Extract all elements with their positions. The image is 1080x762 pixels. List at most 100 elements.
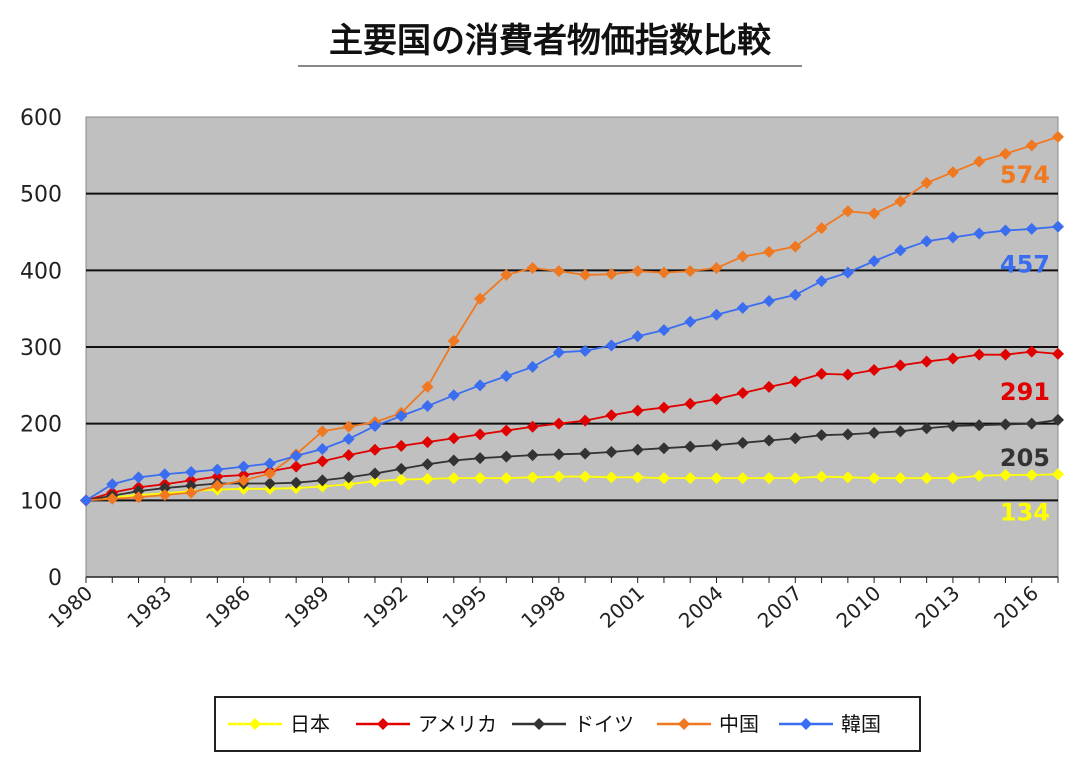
data-point — [237, 474, 250, 487]
x-tick-label: 1986 — [201, 581, 255, 633]
data-point — [710, 262, 723, 275]
data-point — [395, 439, 408, 452]
data-point — [894, 472, 907, 485]
data-point — [1025, 469, 1038, 482]
data-point — [316, 480, 329, 493]
chart-legend: 日本 アメリカ ドイツ 中国 韓国 — [214, 696, 921, 752]
data-point — [290, 476, 303, 489]
x-tick-label: 1995 — [438, 581, 492, 633]
data-point — [211, 479, 224, 492]
data-point — [973, 155, 986, 168]
data-point — [999, 348, 1012, 361]
data-point — [342, 433, 355, 445]
data-point — [421, 400, 434, 413]
data-point — [395, 462, 408, 475]
data-point — [368, 475, 381, 488]
x-tick-label: 2010 — [832, 581, 886, 633]
gridlines — [85, 192, 1059, 583]
legend-item: 中国 — [657, 712, 759, 736]
data-point — [1025, 417, 1038, 430]
legend-label: 韓国 — [841, 712, 881, 736]
data-point — [342, 471, 355, 484]
data-point — [657, 472, 670, 485]
data-point — [447, 472, 460, 485]
data-point — [763, 380, 776, 393]
data-point — [1025, 139, 1038, 152]
data-point — [868, 364, 881, 376]
x-axis-ticks: 1980 1983 1986 1989 1992 1995 1998 2001 2004 2007… — [43, 581, 1043, 633]
data-point — [999, 469, 1012, 482]
data-point — [158, 468, 171, 481]
data-point — [868, 207, 881, 220]
series-4 — [80, 220, 1064, 507]
data-point — [920, 472, 933, 485]
data-point — [710, 439, 723, 452]
x-tick-label: 2001 — [595, 581, 649, 633]
y-tick-label: 0 — [48, 566, 62, 591]
x-tick-label: 2004 — [674, 581, 728, 633]
data-point — [80, 494, 92, 507]
data-point — [552, 470, 565, 483]
data-point — [263, 477, 276, 490]
data-point — [474, 452, 487, 465]
legend-label: ドイツ — [574, 712, 634, 736]
data-point — [1025, 345, 1038, 358]
legend-item: 日本 — [228, 712, 330, 736]
data-point — [763, 295, 776, 307]
data-point — [1052, 220, 1064, 233]
data-point — [684, 397, 697, 410]
data-point — [106, 478, 119, 491]
data-point — [789, 288, 802, 301]
data-point — [841, 266, 854, 279]
series-lines — [80, 130, 1064, 507]
data-point — [946, 472, 959, 485]
data-point — [158, 488, 171, 501]
data-point — [185, 465, 198, 478]
data-point — [263, 457, 276, 470]
data-point — [579, 414, 592, 427]
legend-item: 韓国 — [779, 712, 881, 736]
data-point — [185, 486, 198, 499]
data-point — [316, 474, 329, 487]
data-point — [973, 469, 986, 482]
data-point — [368, 443, 381, 456]
data-point — [920, 176, 933, 189]
y-axis-ticks: 0 100 200 300 400 500 600 — [20, 106, 62, 591]
data-point — [789, 375, 802, 388]
data-point — [789, 472, 802, 485]
chart-title: 主要国の消費者物価指数比較 — [329, 21, 772, 61]
data-point — [789, 432, 802, 445]
data-point — [421, 458, 434, 471]
data-point — [1052, 130, 1064, 143]
data-point — [631, 265, 644, 278]
y-tick-label: 600 — [20, 106, 62, 131]
data-point — [684, 265, 697, 278]
legend-label: 中国 — [719, 712, 759, 736]
data-point — [290, 449, 303, 462]
data-point — [605, 339, 618, 352]
legend-marker — [678, 718, 690, 730]
data-point — [736, 472, 749, 485]
data-point — [815, 429, 828, 442]
data-point — [579, 344, 592, 357]
data-point — [631, 443, 644, 456]
data-point — [211, 470, 224, 483]
data-point — [185, 479, 198, 492]
data-point — [684, 440, 697, 453]
data-point — [815, 275, 828, 288]
data-point — [894, 195, 907, 208]
data-point — [631, 404, 644, 417]
data-point — [552, 448, 565, 461]
data-point — [474, 472, 487, 485]
data-point — [474, 379, 487, 392]
data-point — [132, 471, 145, 484]
y-tick-label: 200 — [20, 413, 62, 438]
end-label: 205 — [1000, 444, 1050, 472]
data-point — [421, 380, 434, 393]
data-point — [526, 449, 539, 462]
data-point — [657, 324, 670, 337]
y-tick-label: 100 — [20, 489, 62, 514]
data-point — [894, 359, 907, 372]
data-point — [815, 222, 828, 235]
